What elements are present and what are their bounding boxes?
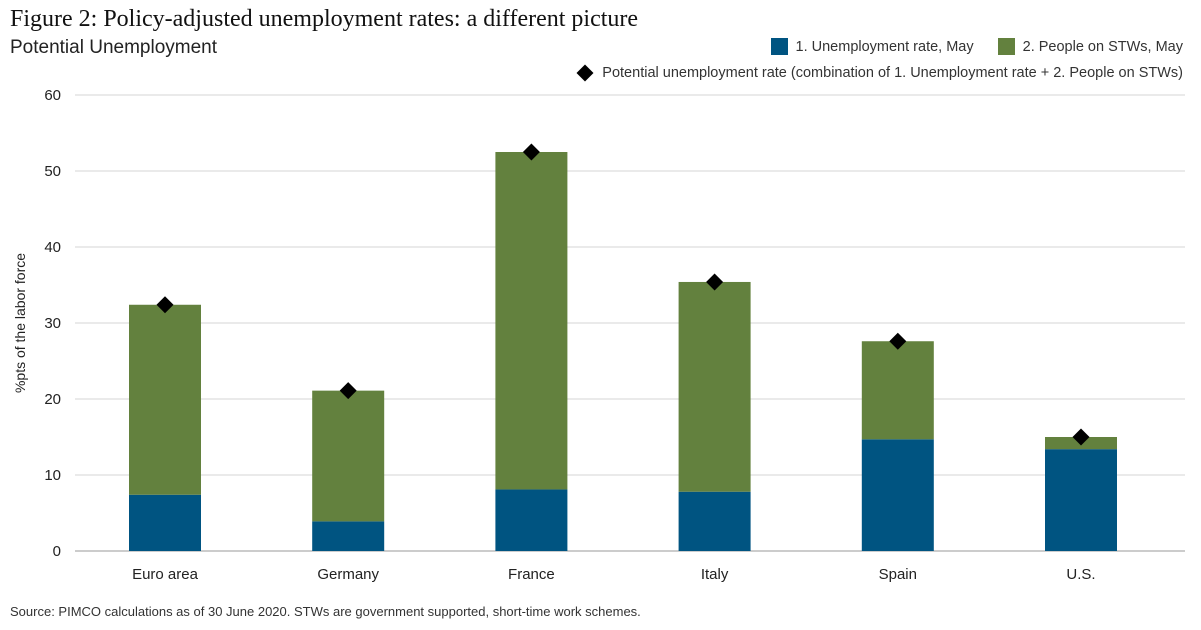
- legend-label-potential: Potential unemployment rate (combination…: [602, 65, 1183, 81]
- legend-swatch-unemployment: [770, 38, 788, 55]
- y-tick-label: 10: [44, 467, 61, 484]
- x-tick-label: Germany: [317, 566, 379, 583]
- y-tick-label: 40: [44, 239, 61, 256]
- y-axis-ticks: 0 10 20 30 40 50 60: [44, 87, 61, 560]
- bar-stw-4: [861, 341, 934, 440]
- potential-marker-3: [706, 273, 724, 291]
- grid-lines: [75, 94, 1185, 552]
- bar-unemployment-2: [495, 489, 568, 551]
- bar-unemployment-3: [678, 491, 751, 551]
- bar-unemployment-0: [129, 494, 201, 551]
- bar-stw-0: [129, 304, 201, 495]
- chart-title: Figure 2: Policy-adjusted unemployment r…: [10, 6, 639, 32]
- bar-stw-1: [312, 390, 385, 522]
- x-tick-label: France: [508, 566, 555, 583]
- y-tick-label: 60: [44, 87, 61, 104]
- legend-bars: 1. Unemployment rate, May 2. People on S…: [747, 38, 1183, 55]
- y-tick-label: 50: [44, 163, 61, 180]
- x-tick-label: U.S.: [1066, 566, 1095, 583]
- x-tick-label: Italy: [701, 566, 729, 583]
- y-tick-label: 0: [53, 543, 61, 560]
- potential-marker-4: [889, 332, 907, 350]
- legend-label-unemployment: 1. Unemployment rate, May: [795, 38, 974, 55]
- bar-unemployment-1: [312, 521, 385, 551]
- legend-swatch-stw: [997, 38, 1015, 55]
- chart-plot: 0 10 20 30 40 50 60 Euro area Germany France Ital…: [12, 87, 1185, 583]
- legend-item-potential: Potential unemployment rate (combination…: [575, 64, 1183, 82]
- bar-stw-2: [495, 152, 568, 490]
- bar-unemployment-4: [861, 439, 934, 551]
- potential-marker-5: [1072, 428, 1090, 446]
- y-tick-label: 30: [44, 315, 61, 332]
- bar-unemployment-5: [1045, 449, 1117, 551]
- potential-marker-1: [339, 382, 357, 400]
- y-axis-label: %pts of the labor force: [12, 253, 28, 393]
- legend-marker: Potential unemployment rate (combination…: [551, 64, 1183, 82]
- legend-item-unemployment: 1. Unemployment rate, May: [770, 38, 974, 55]
- potential-marker-2: [522, 143, 540, 161]
- x-tick-label: Spain: [879, 566, 917, 583]
- y-tick-label: 20: [44, 391, 61, 408]
- x-tick-label: Euro area: [132, 566, 199, 583]
- bars: [129, 152, 1117, 551]
- x-axis-ticks: Euro area Germany France Italy Spain U.S.: [132, 566, 1096, 583]
- chart-subtitle: Potential Unemployment: [10, 37, 217, 58]
- legend-label-stw: 2. People on STWs, May: [1022, 38, 1183, 55]
- potential-markers: [156, 143, 1090, 446]
- potential-marker-0: [156, 296, 174, 314]
- bar-stw-3: [678, 281, 751, 492]
- legend-item-stw: 2. People on STWs, May: [997, 38, 1183, 55]
- source-note: Source: PIMCO calculations as of 30 June…: [10, 604, 641, 619]
